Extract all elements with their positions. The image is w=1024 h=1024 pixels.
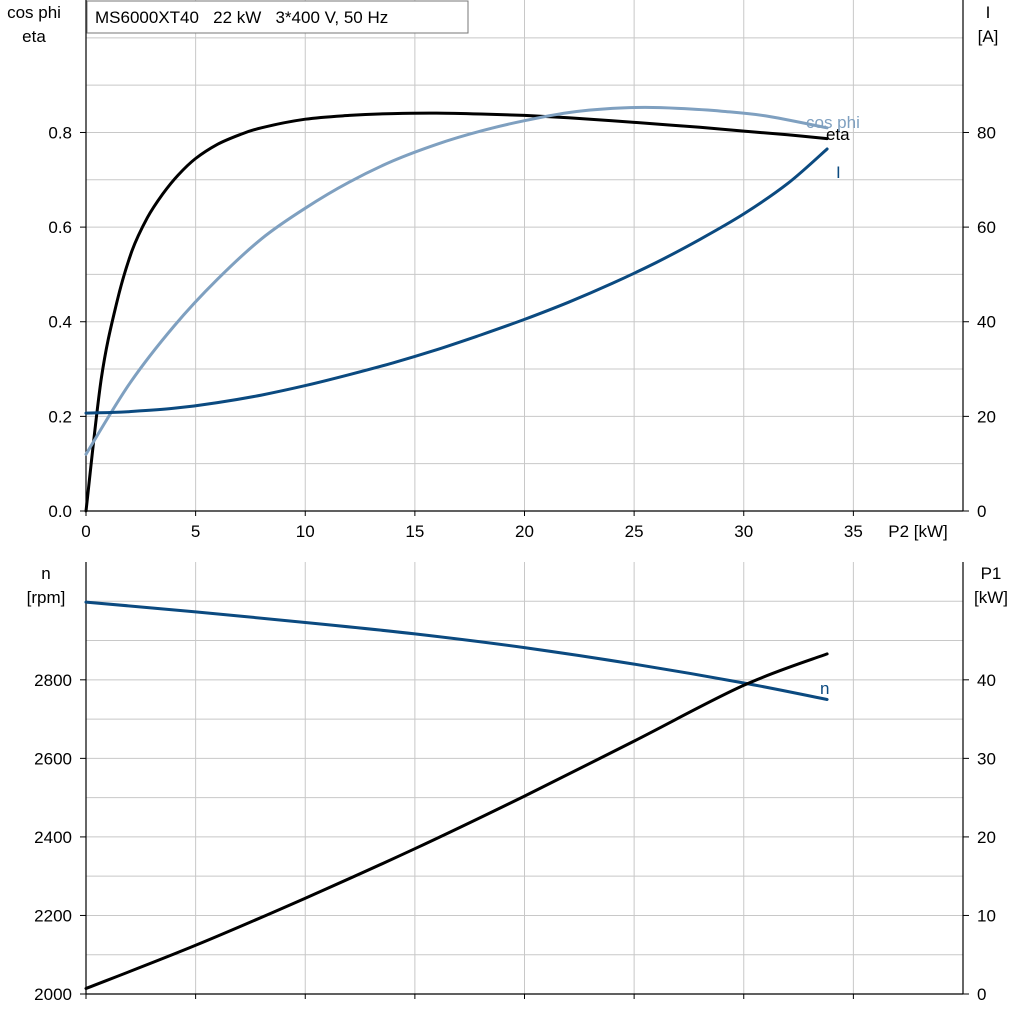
info-box: MS6000XT40 22 kW 3*400 V, 50 Hz <box>86 0 469 34</box>
series-line-eta <box>84 111 829 513</box>
y-left-tick-label: 2600 <box>34 749 72 768</box>
y-left-tick-label: 2400 <box>34 828 72 847</box>
x-tick-label: 25 <box>625 522 644 541</box>
y-left-tick-label: 0.6 <box>48 218 72 237</box>
info-box-text: MS6000XT40 22 kW 3*400 V, 50 Hz <box>95 8 388 27</box>
series-line-n <box>84 600 829 701</box>
x-tick-label: 0 <box>81 522 90 541</box>
info-box-frame <box>86 0 469 34</box>
y-right-tick-label: 40 <box>977 671 996 690</box>
series-line-p1 <box>84 652 829 990</box>
y-right-tick-label: 20 <box>977 828 996 847</box>
x-tick-label: 15 <box>405 522 424 541</box>
series-label-i: I <box>836 163 841 182</box>
y-left-tick-label: 0.2 <box>48 407 72 426</box>
y-right-tick-label: 10 <box>977 906 996 925</box>
y-right-tick-label: 0 <box>977 985 986 1004</box>
y-right-tick-label: 0 <box>977 502 986 521</box>
y-left-axis-unit: [rpm] <box>27 588 66 607</box>
x-tick-label: 10 <box>296 522 315 541</box>
y-right-tick-label: 40 <box>977 313 996 332</box>
y-left-tick-label: 2000 <box>34 985 72 1004</box>
y-right-tick-label: 60 <box>977 218 996 237</box>
y-right-axis-unit: [kW] <box>974 588 1008 607</box>
x-tick-label: 30 <box>734 522 753 541</box>
y-left-tick-label: 2800 <box>34 671 72 690</box>
x-tick-label: 5 <box>191 522 200 541</box>
y-left-axis-title: n <box>41 564 50 583</box>
x-axis-title: P2 [kW] <box>888 522 948 541</box>
y-right-axis-unit: [A] <box>978 27 999 46</box>
y-left-axis-title: cos phi <box>7 3 61 22</box>
y-right-tick-label: 20 <box>977 407 996 426</box>
y-left-tick-label: 0.4 <box>48 313 72 332</box>
series-line-i <box>84 147 829 415</box>
x-tick-label: 20 <box>515 522 534 541</box>
x-tick-label: 35 <box>844 522 863 541</box>
y-right-axis-title: P1 <box>981 564 1002 583</box>
y-left-tick-label: 0.8 <box>48 123 72 142</box>
series-label-cos-phi: cos phi <box>806 113 860 132</box>
y-right-axis-title: I <box>986 3 991 22</box>
y-left-tick-label: 0.0 <box>48 502 72 521</box>
y-right-tick-label: 80 <box>977 123 996 142</box>
series-label-eta: eta <box>826 125 850 144</box>
y-right-tick-label: 30 <box>977 749 996 768</box>
y-left-axis-unit: eta <box>22 27 46 46</box>
series-line-cos-phi <box>84 105 829 456</box>
series-label-n: n <box>820 679 829 698</box>
y-left-tick-label: 2200 <box>34 906 72 925</box>
